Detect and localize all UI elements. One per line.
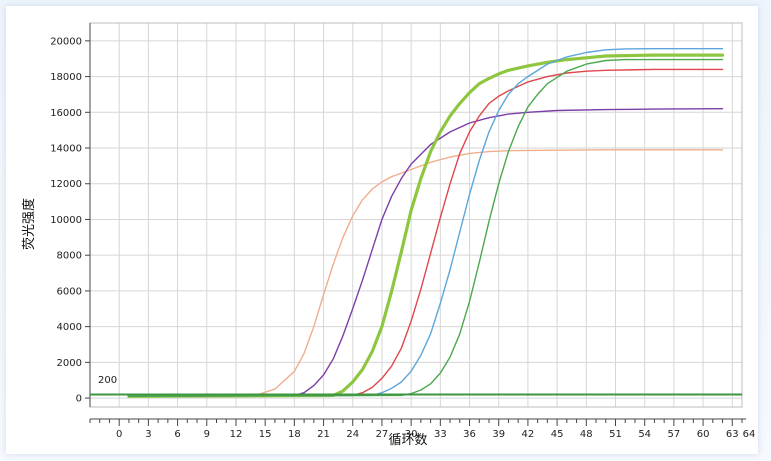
x-tick-label: 39	[492, 429, 505, 440]
series-line-3	[127, 53, 725, 398]
y-tick-label: 20000	[50, 36, 82, 47]
x-tick-label: 36	[463, 429, 476, 440]
y-tick-label: 2000	[57, 358, 82, 369]
series-line-6	[128, 58, 724, 397]
x-tick-label: 45	[551, 429, 564, 440]
y-axis-title: 荧光强度	[21, 198, 37, 250]
x-tick-label: 0	[116, 429, 122, 440]
y-tick-label: 0	[76, 394, 82, 405]
x-tick-label: 63	[726, 429, 739, 440]
y-tick-label: 4000	[57, 322, 82, 333]
x-tick-label: 24	[346, 429, 359, 440]
series-line-1	[128, 149, 724, 397]
grid	[90, 23, 742, 407]
y-tick-label: 18000	[50, 72, 82, 83]
y-tick-label: 14000	[50, 144, 82, 155]
x-tick-label: 30	[405, 429, 418, 440]
y-tick-label: 12000	[50, 179, 82, 190]
x-tick-label: 42	[522, 429, 535, 440]
axes	[85, 22, 746, 426]
series-line-2	[128, 107, 724, 397]
qpcr-amplification-chart: 0200040006000800010000120001400016000180…	[21, 22, 755, 448]
x-tick-label: 6	[174, 429, 180, 440]
x-tick-label: 57	[668, 429, 681, 440]
y-tick-label: 8000	[57, 251, 82, 262]
x-tick-label: 21	[317, 429, 330, 440]
x-tick-label: 12	[230, 429, 243, 440]
x-tick-label: 18	[288, 429, 301, 440]
series-line-5	[128, 48, 724, 397]
tick-labels: 0200040006000800010000120001400016000180…	[50, 36, 755, 440]
x-axis-title: 循环数	[388, 433, 427, 448]
x-tick-label: 64	[743, 429, 756, 440]
series-line-4	[128, 68, 724, 397]
threshold-annotation: 200	[98, 375, 117, 386]
x-tick-label: 9	[204, 429, 210, 440]
series-layer	[127, 48, 725, 398]
x-tick-label: 54	[638, 429, 651, 440]
y-tick-label: 10000	[50, 215, 82, 226]
x-tick-label: 3	[145, 429, 151, 440]
x-tick-label: 33	[434, 429, 447, 440]
chart-panel: 0 2000 4000 6000 8000 10000 12000 14000 16000 180…	[6, 6, 758, 454]
x-tick-label: 51	[609, 429, 622, 440]
x-tick-label: 48	[580, 429, 593, 440]
y-tick-label: 16000	[50, 108, 82, 119]
x-tick-label: 60	[697, 429, 710, 440]
x-tick-label: 27	[376, 429, 389, 440]
y-tick-label: 6000	[57, 286, 82, 297]
x-tick-label: 15	[259, 429, 272, 440]
